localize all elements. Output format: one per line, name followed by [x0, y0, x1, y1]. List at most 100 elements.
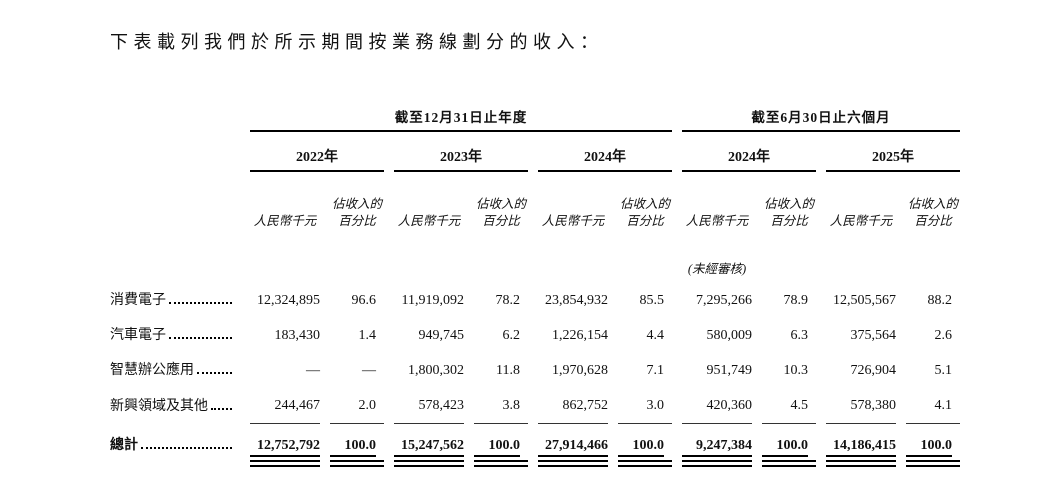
spacer-cell [110, 132, 240, 172]
cell-value: 6.3 [790, 328, 809, 343]
total-cell-value: 15,247,562 [394, 424, 464, 467]
spacer-cell [762, 230, 816, 283]
cell-value: — [306, 363, 320, 378]
percent-header-line2: 百分比 [482, 214, 520, 228]
row-label-text: 智慧辦公應用 [110, 363, 194, 378]
table-row-total: 總計 12,752,792 100.0 15,247,562 100.0 27,… [110, 424, 960, 467]
cell-value: 951,749 [706, 363, 753, 378]
spacer-cell [250, 230, 320, 283]
cell-value: 183,430 [274, 328, 321, 343]
cell-value: 12,505,567 [833, 293, 896, 308]
cell-value: 578,380 [826, 388, 896, 424]
cell-value: 4.5 [762, 388, 816, 424]
cell-value: 1,970,628 [552, 363, 608, 378]
cell-value: 1,800,302 [408, 363, 464, 378]
total-value: 100.0 [618, 436, 664, 457]
spacer-cell [826, 230, 896, 283]
amount-unit-header: 人民幣千元 [253, 214, 317, 228]
cell-value: 726,904 [850, 363, 897, 378]
cell-value: 2.0 [330, 388, 384, 424]
cell-value: 78.2 [495, 293, 521, 308]
revenue-by-business-line-table: 截至12月31日止年度 截至6月30日止六個月 2022年 2023年 2024… [100, 100, 970, 467]
spacer-cell [394, 230, 464, 283]
total-cell-value: 100.0 [906, 424, 960, 467]
percent-header-line2: 百分比 [626, 214, 664, 228]
row-label: 消費電子 [110, 283, 240, 318]
percent-header: 佔收入的 百分比 [474, 172, 528, 230]
table-row-emerging-and-others: 新興領域及其他 244,467 2.0 578,423 3.8 862,752 … [110, 388, 960, 424]
cell-value: 578,423 [394, 388, 464, 424]
cell-value: 3.8 [474, 388, 528, 424]
percent-header-line1: 佔收入的 [619, 197, 670, 211]
cell-value: 1,226,154 [552, 328, 608, 343]
document-page: 下表載列我們於所示期間按業務線劃分的收入： 截至12月31日止年度 截至6月30… [100, 32, 970, 467]
cell-value: 1.4 [358, 328, 377, 343]
year-header-2022: 2022年 [250, 132, 384, 172]
year-header-row: 2022年 2023年 2024年 2024年 2025年 [110, 132, 960, 172]
row-label-text: 新興領域及其他 [110, 399, 208, 414]
amount-unit-header: 人民幣千元 [685, 214, 749, 228]
total-value: 100.0 [474, 436, 520, 457]
spacer-cell [110, 172, 240, 230]
total-value: 27,914,466 [538, 436, 608, 457]
percent-header-line1: 佔收入的 [907, 197, 958, 211]
total-cell-value: 100.0 [762, 424, 816, 467]
total-value: 100.0 [906, 436, 952, 457]
row-label-text: 總計 [110, 438, 138, 453]
table-row-automotive-electronics: 汽車電子 183,430 1.4 949,745 6.2 1,226,154 4… [110, 318, 960, 353]
cell-value: 85.5 [639, 293, 665, 308]
cell-value: 4.4 [646, 328, 665, 343]
row-label-text: 消費電子 [110, 293, 166, 308]
page-title: 下表載列我們於所示期間按業務線劃分的收入： [110, 32, 604, 52]
table-row-consumer-electronics: 消費電子 12,324,895 96.6 11,919,092 78.2 23,… [110, 283, 960, 318]
cell-value: 3.0 [618, 388, 672, 424]
dot-leader [197, 372, 232, 374]
cell-value: 2.6 [934, 328, 953, 343]
year-header-2025: 2025年 [826, 132, 960, 172]
cell-value: 96.6 [351, 293, 377, 308]
period-header-row: 截至12月31日止年度 截至6月30日止六個月 [110, 100, 960, 132]
cell-value: 23,854,932 [545, 293, 608, 308]
cell-value: 5.1 [934, 363, 953, 378]
total-cell-value: 100.0 [474, 424, 528, 467]
total-value: 100.0 [762, 436, 808, 457]
spacer-cell [110, 230, 240, 283]
spacer-cell [618, 230, 672, 283]
total-value: 14,186,415 [826, 436, 896, 457]
year-header-2023: 2023年 [394, 132, 528, 172]
percent-header: 佔收入的 百分比 [762, 172, 816, 230]
dot-leader [169, 337, 232, 339]
table-row-smart-office: 智慧辦公應用 — — 1,800,302 11.8 1,970,628 7.1 … [110, 353, 960, 388]
column-header-row: 人民幣千元 佔收入的 百分比 人民幣千元 佔收入的 百分比 人民幣千元 佔收入的… [110, 172, 960, 230]
percent-header-line1: 佔收入的 [475, 197, 526, 211]
cell-value: 78.9 [783, 293, 809, 308]
percent-header-line2: 百分比 [338, 214, 376, 228]
dot-leader [169, 302, 232, 304]
cell-value: — [362, 363, 376, 378]
amount-unit-header: 人民幣千元 [829, 214, 893, 228]
period-header-interim: 截至6月30日止六個月 [682, 100, 960, 132]
cell-value: 11,919,092 [401, 293, 464, 308]
amount-unit-header: 人民幣千元 [541, 214, 605, 228]
row-label: 智慧辦公應用 [110, 353, 240, 388]
cell-value: 4.1 [906, 388, 960, 424]
cell-value: 7,295,266 [696, 293, 752, 308]
row-label: 汽車電子 [110, 318, 240, 353]
year-header-2024-interim: 2024年 [682, 132, 816, 172]
percent-header: 佔收入的 百分比 [618, 172, 672, 230]
cell-value: 7.1 [646, 363, 665, 378]
amount-unit-header: 人民幣千元 [397, 214, 461, 228]
dot-leader [211, 408, 232, 410]
unaudited-note: (未經審核) [687, 262, 747, 276]
cell-value: 375,564 [850, 328, 897, 343]
row-label-text: 汽車電子 [110, 328, 166, 343]
dot-leader [141, 447, 232, 449]
cell-value: 862,752 [538, 388, 608, 424]
total-cell-value: 9,247,384 [682, 424, 752, 467]
percent-header-line2: 百分比 [914, 214, 952, 228]
cell-value: 420,360 [682, 388, 752, 424]
cell-value: 949,745 [418, 328, 465, 343]
cell-value: 6.2 [502, 328, 521, 343]
percent-header: 佔收入的 百分比 [330, 172, 384, 230]
total-cell-value: 100.0 [330, 424, 384, 467]
